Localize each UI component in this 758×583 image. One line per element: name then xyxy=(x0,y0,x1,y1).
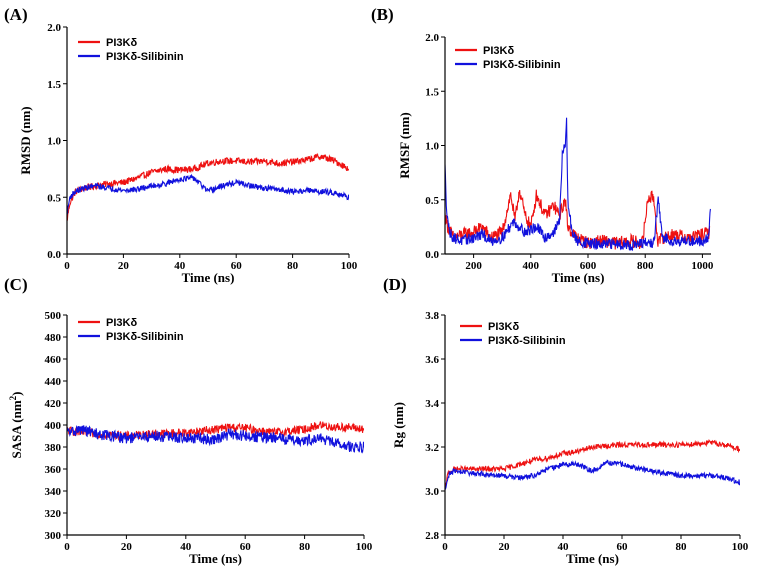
x-tick-label: 40 xyxy=(174,260,186,272)
y-tick-label: 480 xyxy=(45,332,62,344)
panel-label: (C) xyxy=(4,275,28,294)
panel-rmsf: 200 400 600 800 1000 0.0 0.5 1.0 1.5 2.0 Time (ns)… xyxy=(371,5,714,285)
x-tick-label: 80 xyxy=(299,541,311,553)
x-axis-title: Time (ns) xyxy=(182,270,235,285)
panel-sasa: 0 20 40 60 80 100 300 320 340 360 380 400 420 440 460 4… xyxy=(4,275,373,566)
series-line-pi3k-silibinin xyxy=(445,459,740,490)
legend-label-pi3k-silibinin: PI3Kδ-Silibinin xyxy=(106,331,184,343)
x-tick-label: 60 xyxy=(617,541,629,553)
y-tick-label: 400 xyxy=(45,420,62,432)
x-tick-label: 1000 xyxy=(691,260,714,272)
x-tick-label: 0 xyxy=(64,260,70,272)
y-tick-label: 1.0 xyxy=(47,136,61,148)
y-tick-label: 2.0 xyxy=(425,32,439,44)
legend-label-pi3k-silibinin: PI3Kδ-Silibinin xyxy=(488,335,566,347)
y-tick-label: 460 xyxy=(45,354,62,366)
y-axis-title: SASA (nm2) xyxy=(8,391,24,458)
x-axis-title: Time (ns) xyxy=(189,551,242,566)
y-tick-label: 3.8 xyxy=(425,310,439,322)
x-tick-label: 0 xyxy=(442,541,448,553)
legend-label-pi3k-silibinin: PI3Kδ-Silibinin xyxy=(106,51,184,63)
y-tick-label: 380 xyxy=(45,442,62,454)
legend-label-pi3k-silibinin: PI3Kδ-Silibinin xyxy=(483,59,561,71)
y-axis-title: RMSD (nm) xyxy=(18,106,33,174)
y-tick-label: 0.5 xyxy=(47,192,61,204)
x-tick-label: 600 xyxy=(580,260,597,272)
series-line-pi3k-silibinin xyxy=(445,117,711,252)
legend-label-pi3k: PI3Kδ xyxy=(483,45,514,57)
series-line-pi3k-silibinin xyxy=(67,424,364,454)
x-tick-label: 80 xyxy=(287,260,299,272)
x-tick-label: 800 xyxy=(637,260,654,272)
y-tick-label: 300 xyxy=(45,530,62,542)
y-axis-title: Rg (nm) xyxy=(391,402,406,448)
y-tick-label: 500 xyxy=(45,310,62,322)
legend: PI3Kδ PI3Kδ-Silibinin xyxy=(78,317,184,343)
y-tick-label: 3.6 xyxy=(425,354,439,366)
y-tick-label: 0.0 xyxy=(47,249,61,261)
panel-label: (D) xyxy=(383,275,407,294)
panel-rmsd: 0 20 40 60 80 100 0.0 0.5 1.0 1.5 2.0 Time (ns) RMSD… xyxy=(4,5,358,285)
x-tick-label: 60 xyxy=(240,541,252,553)
y-tick-label: 1.0 xyxy=(425,141,439,153)
y-tick-label: 3.2 xyxy=(425,442,439,454)
x-tick-label: 20 xyxy=(121,541,133,553)
series-line-pi3k-silibinin xyxy=(67,173,349,215)
y-tick-label: 360 xyxy=(45,464,62,476)
x-tick-label: 40 xyxy=(558,541,570,553)
y-tick-label: 320 xyxy=(45,508,62,520)
legend: PI3Kδ PI3Kδ-Silibinin xyxy=(460,321,566,347)
y-tick-label: 0.0 xyxy=(425,249,439,261)
panel-rg: 0 20 40 60 80 100 2.8 3.0 3.2 3.4 3.6 3.8 Time (ns) R… xyxy=(383,275,749,566)
x-tick-label: 20 xyxy=(118,260,130,272)
x-axis-title: Time (ns) xyxy=(566,551,619,566)
x-tick-label: 20 xyxy=(499,541,511,553)
legend-label-pi3k: PI3Kδ xyxy=(106,37,137,49)
x-tick-label: 200 xyxy=(465,260,482,272)
panel-label: (B) xyxy=(371,5,394,24)
legend: PI3Kδ PI3Kδ-Silibinin xyxy=(455,45,561,71)
y-tick-label: 3.0 xyxy=(425,486,439,498)
y-tick-label: 340 xyxy=(45,486,62,498)
series-line-pi3k xyxy=(67,152,349,221)
x-tick-label: 40 xyxy=(180,541,192,553)
series-line-pi3k xyxy=(445,438,740,490)
y-tick-label: 420 xyxy=(45,398,62,410)
x-axis-title: Time (ns) xyxy=(552,270,605,285)
y-tick-label: 1.5 xyxy=(47,79,61,91)
panel-label: (A) xyxy=(4,5,28,24)
x-tick-label: 100 xyxy=(732,541,749,553)
x-tick-label: 60 xyxy=(231,260,243,272)
x-tick-label: 100 xyxy=(341,260,358,272)
y-tick-label: 2.8 xyxy=(425,530,439,542)
y-tick-label: 2.0 xyxy=(47,22,61,34)
x-tick-label: 100 xyxy=(356,541,373,553)
x-tick-label: 400 xyxy=(523,260,540,272)
y-tick-label: 0.5 xyxy=(425,195,439,207)
y-axis-title: RMSF (nm) xyxy=(397,112,412,178)
y-tick-label: 3.4 xyxy=(425,398,439,410)
y-tick-label: 440 xyxy=(45,376,62,388)
legend: PI3Kδ PI3Kδ-Silibinin xyxy=(78,37,184,63)
x-tick-label: 80 xyxy=(676,541,688,553)
legend-label-pi3k: PI3Kδ xyxy=(106,317,137,329)
y-tick-label: 1.5 xyxy=(425,86,439,98)
legend-label-pi3k: PI3Kδ xyxy=(488,321,519,333)
x-tick-label: 0 xyxy=(64,541,70,553)
